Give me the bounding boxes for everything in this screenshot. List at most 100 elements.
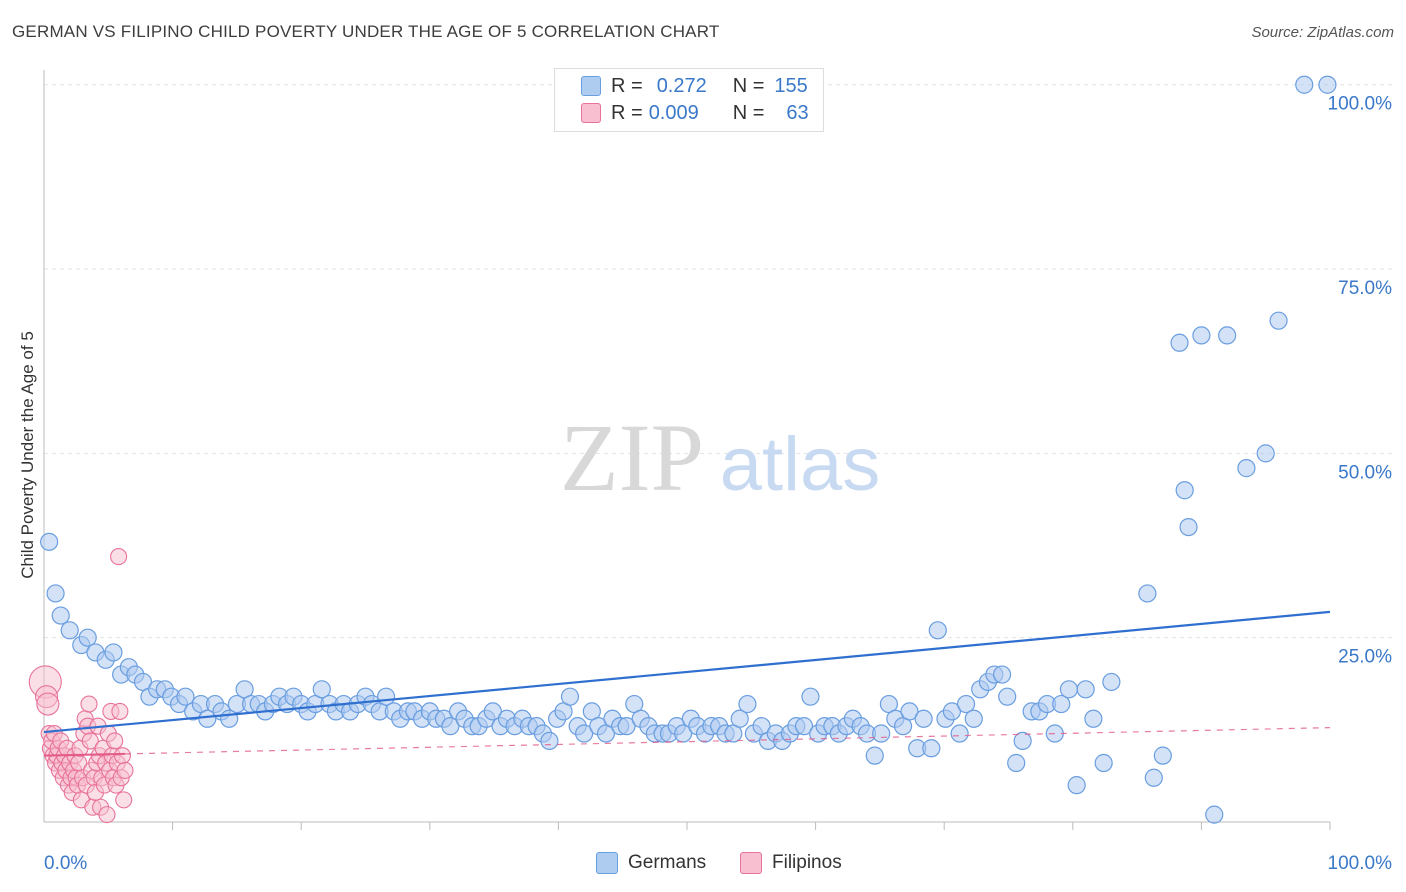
filipinos-legend-swatch [740, 852, 762, 874]
chart-title: GERMAN VS FILIPINO CHILD POVERTY UNDER T… [12, 22, 720, 41]
germans-n-label: N = [732, 74, 765, 97]
filipinos-legend-label: Filipinos [772, 852, 842, 873]
german-point [1205, 805, 1224, 824]
german-point [1013, 731, 1032, 751]
axis-ticks [172, 822, 1331, 830]
y-tick-label: 25.0% [1338, 647, 1392, 668]
watermark-atlas: atlas [720, 422, 881, 507]
german-point [674, 724, 693, 743]
germans-legend-label: Germans [628, 852, 707, 873]
filipino-point [81, 732, 99, 750]
german-point [738, 694, 757, 714]
german-point [872, 724, 891, 743]
filipino-point [111, 702, 129, 720]
german-point [1007, 753, 1026, 773]
y-tick-label: 75.0% [1338, 278, 1392, 299]
german-point [617, 717, 636, 736]
german-point [914, 709, 933, 728]
german-point [60, 621, 79, 640]
german-point [992, 665, 1012, 684]
x-tick-label-max: 100.0% [1328, 853, 1393, 874]
german-point [540, 731, 559, 751]
german-point [1170, 333, 1189, 352]
german-point [483, 702, 502, 721]
german-point [998, 687, 1017, 706]
filipino-point [36, 692, 60, 716]
german-point [575, 724, 594, 743]
german-point [1153, 746, 1172, 765]
german-point [950, 724, 969, 743]
german-point [794, 717, 814, 736]
filipino-point [116, 761, 134, 779]
german-point [1318, 75, 1337, 94]
germans-points [40, 75, 1337, 824]
german-point [956, 694, 976, 714]
axis-tick-labels: 25.0% 50.0% 75.0% 100.0% 0.0% 100.0% [44, 94, 1392, 874]
german-point [40, 532, 59, 551]
german-point [1237, 459, 1256, 478]
filipinos-r-label: R = [611, 101, 643, 124]
german-point [312, 680, 331, 699]
german-point [922, 739, 941, 758]
german-point [730, 709, 749, 728]
filipinos-n-value: 63 [786, 101, 809, 124]
german-point [1175, 481, 1194, 500]
german-point [560, 687, 580, 706]
filipinos-trend-line-dashed [125, 727, 1331, 755]
german-point [1269, 311, 1288, 330]
german-point [1218, 326, 1237, 345]
german-point [865, 746, 884, 765]
german-point [900, 702, 919, 721]
filipinos-r-value: 0.009 [648, 101, 699, 124]
stats-legend: R = 0.272 N = 155 R = 0.009 N = 63 [554, 68, 824, 132]
german-point [1052, 694, 1071, 714]
y-tick-label: 50.0% [1338, 462, 1392, 483]
trend-lines [43, 610, 1331, 757]
german-point [1067, 776, 1086, 795]
y-tick-label: 100.0% [1328, 94, 1393, 115]
german-point [1138, 584, 1157, 603]
german-point [1102, 672, 1121, 692]
german-point [1192, 326, 1211, 345]
germans-swatch [581, 76, 601, 96]
germans-r-label: R = [611, 74, 643, 97]
filipino-point [98, 806, 116, 824]
source-label: Source: ZipAtlas.com [1251, 24, 1394, 41]
filipino-point [110, 548, 128, 566]
watermark-zip: ZIP [560, 404, 704, 511]
filipinos-swatch [581, 103, 601, 123]
filipinos-n-label: N = [732, 101, 765, 124]
german-point [942, 702, 962, 721]
german-point [78, 628, 97, 647]
german-point [441, 717, 460, 736]
germans-legend-swatch [596, 852, 618, 874]
german-point [1076, 680, 1095, 699]
germans-r-value: 0.272 [656, 74, 707, 97]
german-point [176, 687, 195, 706]
german-point [104, 643, 123, 662]
filipinos-points [28, 548, 134, 824]
filipino-point [113, 747, 131, 765]
legend-row-filipinos: R = 0.009 N = 63 [555, 100, 809, 126]
german-point [928, 621, 947, 640]
filipino-point [80, 695, 98, 713]
legend-filipinos[interactable]: Filipinos [740, 852, 842, 874]
german-point [1295, 75, 1314, 94]
german-point [1256, 444, 1275, 463]
legend-row-germans: R = 0.272 N = 155 [555, 73, 808, 99]
german-point [1179, 517, 1198, 537]
legend-germans[interactable]: Germans [596, 852, 706, 874]
german-point [1094, 753, 1113, 773]
filipino-point [106, 732, 124, 750]
german-point [964, 709, 983, 728]
x-tick-label-min: 0.0% [44, 853, 87, 874]
german-point [46, 584, 65, 603]
gridlines [44, 84, 1392, 639]
german-point [801, 687, 820, 706]
germans-n-value: 155 [774, 74, 808, 97]
german-point [1144, 768, 1163, 787]
german-point [1084, 709, 1103, 728]
filipino-point [115, 791, 133, 809]
german-point [1059, 680, 1079, 699]
